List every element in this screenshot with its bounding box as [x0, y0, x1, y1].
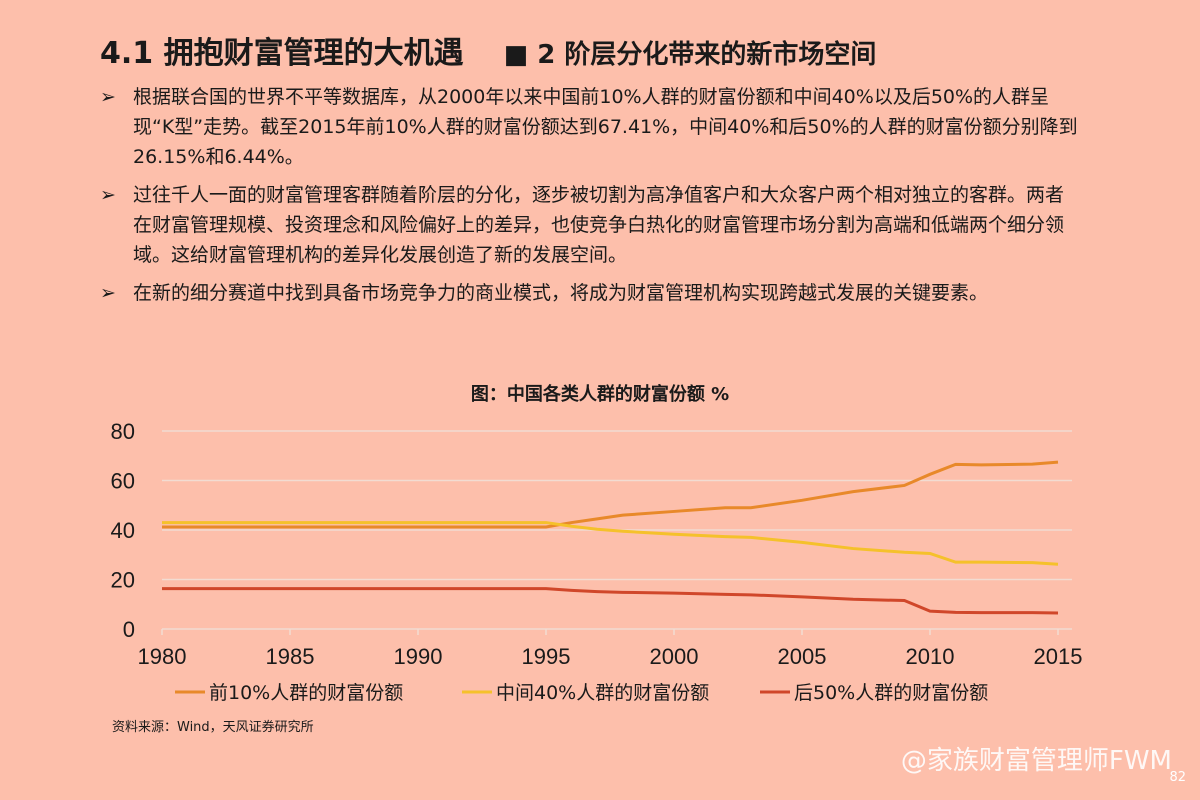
y-tick-label: 40 — [111, 518, 135, 543]
legend-label: 前10%人群的财富份额 — [209, 682, 403, 704]
bullet-item: ➢ 根据联合国的世界不平等数据库，从2000年以来中国前10%人群的财富份额和中间… — [100, 82, 1080, 172]
x-tick-label: 1985 — [266, 644, 315, 669]
x-tick-label: 2005 — [778, 644, 827, 669]
title-subtitle: ■ 2 阶层分化带来的新市场空间 — [503, 40, 877, 70]
x-tick-label: 1990 — [394, 644, 443, 669]
series-line-1 — [162, 460, 1059, 529]
series-line-3 — [162, 587, 1059, 615]
watermark: @家族财富管理师FWM — [900, 746, 1172, 776]
x-tick-label: 2010 — [906, 644, 955, 669]
page-title: 4.1 拥抱财富管理的大机遇 ■ 2 阶层分化带来的新市场空间 — [100, 28, 876, 72]
series-line-2 — [162, 521, 1059, 566]
y-tick-label: 0 — [123, 617, 135, 642]
bullet-arrow-icon: ➢ — [100, 282, 116, 304]
y-tick-label: 20 — [111, 568, 135, 593]
bullet-item: ➢ 在新的细分赛道中找到具备市场竞争力的商业模式，将成为财富管理机构实现跨越式发展… — [100, 278, 1080, 308]
bullet-text: 在新的细分赛道中找到具备市场竞争力的商业模式，将成为财富管理机构实现跨越式发展的… — [133, 282, 989, 304]
y-tick-label: 80 — [111, 419, 135, 444]
bullet-text: 过往千人一面的财富管理客群随着阶层的分化，逐步被切割为高净值客户和大众客户两个相… — [133, 184, 1065, 266]
bullet-text: 根据联合国的世界不平等数据库，从2000年以来中国前10%人群的财富份额和中间4… — [133, 86, 1078, 168]
page-number: 82 — [1169, 770, 1186, 785]
chart-title: 图：中国各类人群的财富份额 % — [470, 384, 730, 405]
legend-label: 后50%人群的财富份额 — [794, 682, 988, 704]
x-tick-label: 2015 — [1034, 644, 1083, 669]
x-tick-label: 1980 — [138, 644, 187, 669]
bullet-list: ➢ 根据联合国的世界不平等数据库，从2000年以来中国前10%人群的财富份额和中间… — [100, 82, 1080, 316]
bullet-item: ➢ 过往千人一面的财富管理客群随着阶层的分化，逐步被切割为高净值客户和大众客户两个… — [100, 180, 1080, 270]
x-tick-label: 2000 — [650, 644, 699, 669]
source-note: 资料来源：Wind，天风证券研究所 — [112, 720, 314, 735]
bullet-arrow-icon: ➢ — [100, 86, 116, 108]
title-main: 4.1 拥抱财富管理的大机遇 — [100, 36, 464, 71]
legend-label: 中间40%人群的财富份额 — [496, 682, 709, 704]
y-tick-label: 60 — [111, 469, 135, 494]
x-tick-label: 1995 — [522, 644, 571, 669]
bullet-arrow-icon: ➢ — [100, 184, 116, 206]
